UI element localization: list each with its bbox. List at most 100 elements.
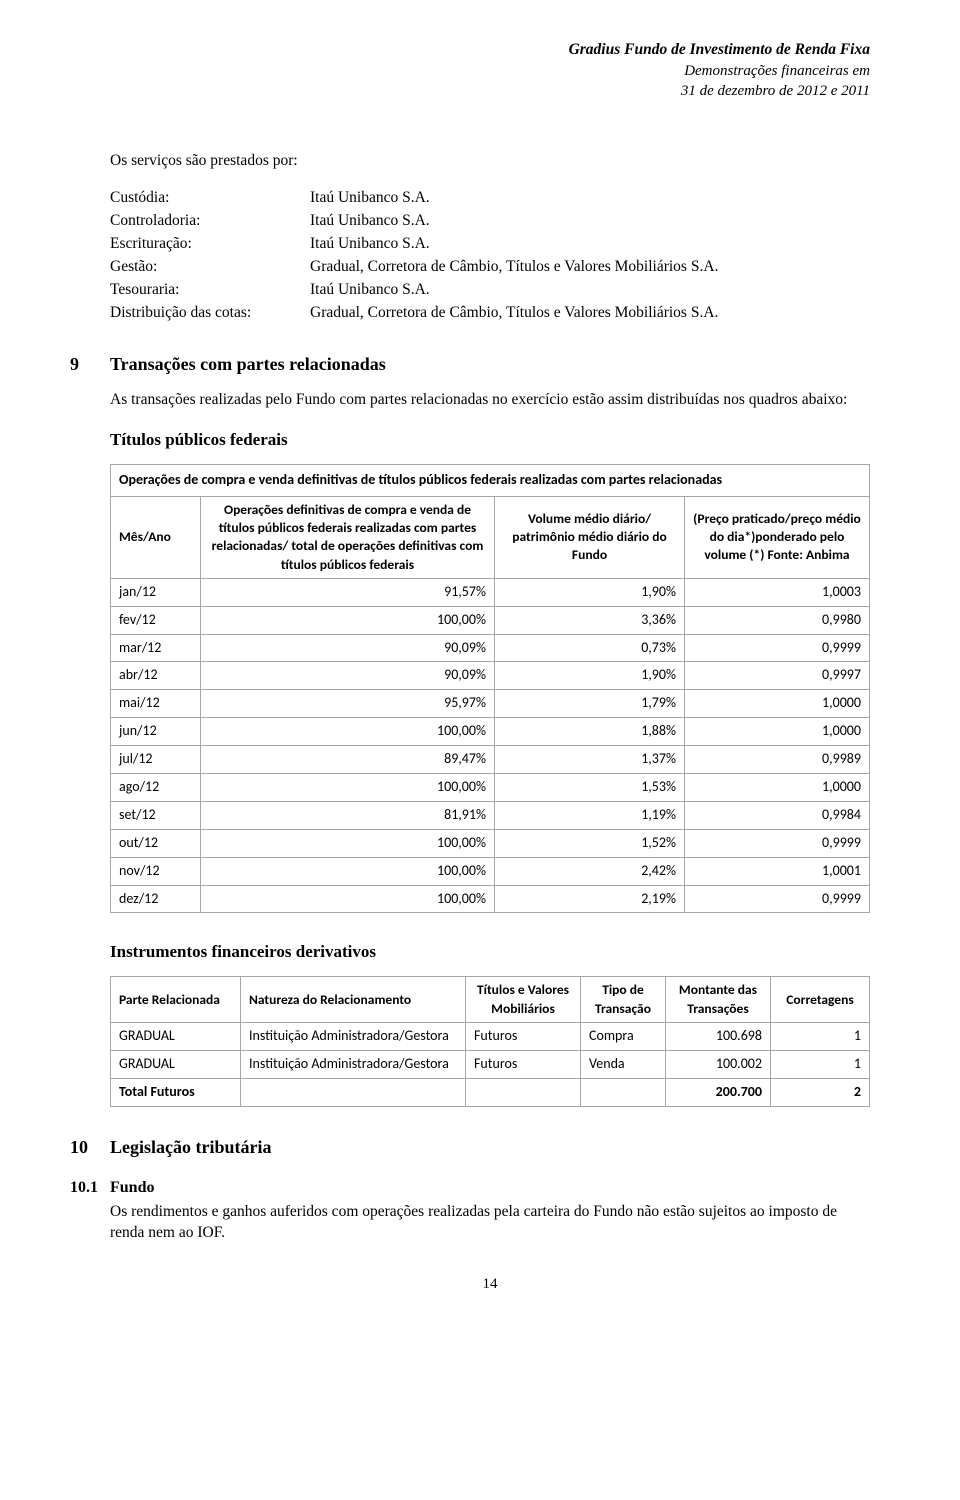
table-cell: 1,90% [495,662,685,690]
table-cell: ago/12 [111,774,201,802]
provider-label: Escrituração: [110,234,310,255]
table-cell: 200.700 [666,1078,771,1106]
intro-text: Os serviços são prestados por: [110,151,870,172]
table-cell: 91,57% [201,578,495,606]
provider-label: Custódia: [110,188,310,209]
table-instrumentos-derivativos: Parte Relacionada Natureza do Relacionam… [110,976,870,1106]
table-cell: mai/12 [111,690,201,718]
table-cell: 1,88% [495,718,685,746]
table-cell: jun/12 [111,718,201,746]
provider-value: Itaú Unibanco S.A. [310,234,870,255]
table-row: jan/1291,57%1,90%1,0003 [111,578,870,606]
table-cell: 1,0000 [685,690,870,718]
table-cell: 1 [771,1022,870,1050]
section-10-number: 10 [70,1135,110,1159]
table-cell: 2 [771,1078,870,1106]
table-cell: abr/12 [111,662,201,690]
section-10-1-title: Fundo [110,1177,154,1199]
table-cell: 0,9999 [685,829,870,857]
provider-value: Itaú Unibanco S.A. [310,280,870,301]
table-cell: 100,00% [201,829,495,857]
table-cell: out/12 [111,829,201,857]
table-cell: 1,52% [495,829,685,857]
table-row: GRADUALInstituição Administradora/Gestor… [111,1022,870,1050]
provider-label: Distribuição das cotas: [110,303,310,324]
table-cell: Instituição Administradora/Gestora [241,1050,466,1078]
table-row: out/12100,00%1,52%0,9999 [111,829,870,857]
table-cell: mar/12 [111,634,201,662]
table-cell: 0,9999 [685,885,870,913]
provider-label: Gestão: [110,257,310,278]
table-cell: 90,09% [201,634,495,662]
providers-list: Custódia:Itaú Unibanco S.A.Controladoria… [110,188,870,324]
table2-col-5: Corretagens [771,977,870,1022]
table-cell: GRADUAL [111,1050,241,1078]
table-row: fev/12100,00%3,36%0,9980 [111,606,870,634]
table-cell: nov/12 [111,857,201,885]
section-9-number: 9 [70,352,110,376]
table-cell: jan/12 [111,578,201,606]
table-cell: 0,9999 [685,634,870,662]
table-cell: 81,91% [201,801,495,829]
table2-col-3: Tipo de Transação [581,977,666,1022]
table-cell: 100,00% [201,857,495,885]
section-10-title: Legislação tributária [110,1135,271,1159]
table1-col-1: Operações definitivas de compra e venda … [201,496,495,578]
provider-value: Itaú Unibanco S.A. [310,211,870,232]
table-cell: Instituição Administradora/Gestora [241,1022,466,1050]
page-number: 14 [110,1274,870,1294]
table-row: GRADUALInstituição Administradora/Gestor… [111,1050,870,1078]
table2-col-4: Montante das Transações [666,977,771,1022]
table-row: mar/1290,09%0,73%0,9999 [111,634,870,662]
section-9-body: As transações realizadas pelo Fundo com … [110,390,870,411]
table-cell: 1 [771,1050,870,1078]
table-cell: 1,79% [495,690,685,718]
table-cell: fev/12 [111,606,201,634]
provider-value: Itaú Unibanco S.A. [310,188,870,209]
table1-col-3: (Preço praticado/preço médio do dia*)pon… [685,496,870,578]
table-cell: set/12 [111,801,201,829]
section-9-title: Transações com partes relacionadas [110,352,386,376]
provider-value: Gradual, Corretora de Câmbio, Títulos e … [310,257,870,278]
table-cell: Compra [581,1022,666,1050]
table-cell: Total Futuros [111,1078,241,1106]
table2-col-1: Natureza do Relacionamento [241,977,466,1022]
table2-col-2: Títulos e Valores Mobiliários [466,977,581,1022]
table-cell: 1,0001 [685,857,870,885]
table-cell: 1,19% [495,801,685,829]
table-row: mai/1295,97%1,79%1,0000 [111,690,870,718]
table-row: jul/1289,47%1,37%0,9989 [111,746,870,774]
table-cell: 95,97% [201,690,495,718]
table-row: nov/12100,00%2,42%1,0001 [111,857,870,885]
header-title: Gradius Fundo de Investimento de Renda F… [110,40,870,61]
table-cell: 100,00% [201,718,495,746]
subheading-titulos-publicos: Títulos públicos federais [110,429,870,452]
table-row: jun/12100,00%1,88%1,0000 [111,718,870,746]
table-cell: Venda [581,1050,666,1078]
table-cell: 1,90% [495,578,685,606]
table-cell: 100.698 [666,1022,771,1050]
table-cell: jul/12 [111,746,201,774]
table-row: set/1281,91%1,19%0,9984 [111,801,870,829]
table1-col-2: Volume médio diário/ patrimônio médio di… [495,496,685,578]
document-header: Gradius Fundo de Investimento de Renda F… [110,40,870,101]
provider-value: Gradual, Corretora de Câmbio, Títulos e … [310,303,870,324]
section-10-1-header: 10.1 Fundo [70,1177,870,1199]
table-cell: dez/12 [111,885,201,913]
table1-caption: Operações de compra e venda definitivas … [111,465,870,497]
table1-col-0: Mês/Ano [111,496,201,578]
table-total-row: Total Futuros 200.7002 [111,1078,870,1106]
table-row: dez/12100,00%2,19%0,9999 [111,885,870,913]
table-cell: 2,42% [495,857,685,885]
section-10-header: 10 Legislação tributária [70,1135,870,1159]
header-subtitle-1: Demonstrações financeiras em [110,61,870,81]
table-cell: 2,19% [495,885,685,913]
section-10-1-body: Os rendimentos e ganhos auferidos com op… [110,1202,870,1244]
table-cell: 100.002 [666,1050,771,1078]
provider-label: Controladoria: [110,211,310,232]
table-cell: 100,00% [201,774,495,802]
table-titulos-publicos: Operações de compra e venda definitivas … [110,464,870,913]
table-cell: 0,73% [495,634,685,662]
table-cell: 3,36% [495,606,685,634]
table-row: ago/12100,00%1,53%1,0000 [111,774,870,802]
